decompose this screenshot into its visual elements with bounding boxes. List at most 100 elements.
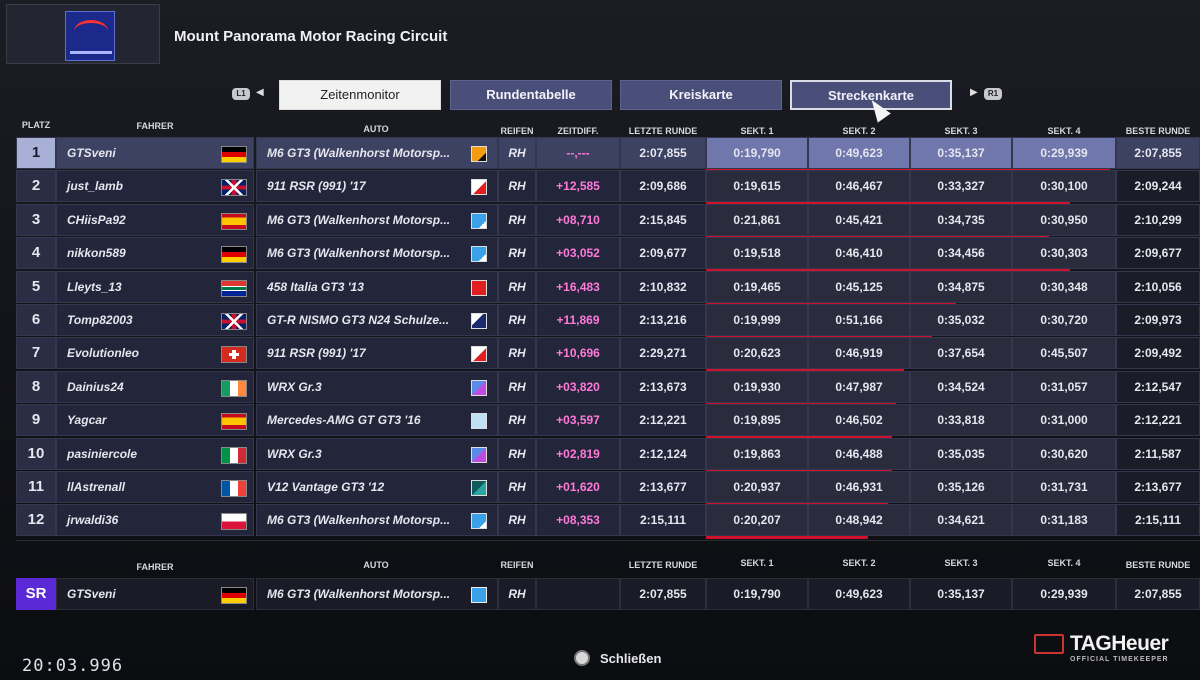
r1-button-icon[interactable]: R1: [984, 88, 1002, 100]
best-lap-cell: 2:09,244: [1116, 170, 1200, 203]
table-row[interactable]: 9 Yagcar Mercedes-AMG GT GT3 '16 RH +03,597 2…: [16, 404, 1200, 440]
track-logo-icon: [65, 11, 115, 61]
best-lap: 2:12,547: [1134, 379, 1182, 394]
player-header-sekt-2: SEKT. 2: [842, 558, 876, 568]
last-lap-cell: 2:13,216: [620, 304, 706, 336]
player-sector-2: 0:49,623: [808, 578, 910, 610]
table-row[interactable]: 10 pasiniercole WRX Gr.3 RH +02,819 2:12,124 0…: [16, 437, 1200, 473]
sector-2: 0:45,421: [835, 212, 883, 227]
sector-1-cell: 0:19,518: [706, 237, 808, 270]
close-button[interactable]: Schließen: [574, 650, 694, 668]
position: 7: [31, 344, 41, 362]
sector-3: 0:34,456: [937, 246, 985, 261]
sector-4: 0:30,950: [1040, 212, 1088, 227]
tyre: RH: [508, 346, 526, 361]
flag-de-icon: [221, 146, 247, 163]
sector-3: 0:33,818: [937, 413, 985, 428]
last-lap: 2:09,677: [639, 246, 687, 261]
sector-4: 0:29,939: [1040, 146, 1088, 160]
car-name: 911 RSR (991) '17: [267, 179, 366, 194]
position-cell: 8: [16, 370, 56, 403]
sector-4-cell: 0:30,720: [1012, 304, 1116, 336]
table-row[interactable]: 6 Tomp82003 GT-R NISMO GT3 N24 Schulze... R…: [16, 304, 1200, 339]
header-sekt-2: SEKT. 2: [842, 126, 876, 136]
table-row[interactable]: 11 llAstrenall V12 Vantage GT3 '12 RH +01,62…: [16, 471, 1200, 506]
sector-1-cell: 0:20,623: [706, 337, 808, 370]
tyre-cell: RH: [498, 337, 536, 370]
car-name: M6 GT3 (Walkenhorst Motorsp...: [267, 513, 451, 528]
car-color-icon: [471, 179, 487, 196]
sector-2-cell: 0:46,502: [808, 404, 910, 437]
tyre-cell: RH: [498, 170, 536, 203]
car-color-icon: [471, 346, 487, 363]
tab-zeitenmonitor[interactable]: Zeitenmonitor: [279, 80, 441, 110]
sector-4-cell: 0:45,507: [1012, 337, 1116, 370]
position: 8: [31, 377, 41, 395]
tyre-cell: RH: [498, 137, 536, 169]
sector-4-cell: 0:30,100: [1012, 170, 1116, 203]
tab-streckenkarte[interactable]: Streckenkarte: [790, 80, 952, 110]
table-row[interactable]: 12 jrwaldi36 M6 GT3 (Walkenhorst Motorsp..…: [16, 504, 1200, 540]
gap: +02,819: [556, 446, 600, 461]
table-row[interactable]: 1 GTSveni M6 GT3 (Walkenhorst Motorsp... RH…: [16, 137, 1200, 172]
sector-2: 0:46,410: [835, 246, 883, 261]
tab-kreiskarte[interactable]: Kreiskarte: [620, 80, 782, 110]
tyre: RH: [508, 179, 526, 194]
car-name: 911 RSR (991) '17: [267, 346, 366, 361]
gap: --,---: [566, 146, 590, 160]
position: 10: [27, 444, 45, 462]
driver-name-cell: GTSveni: [56, 137, 254, 169]
position: 2: [31, 177, 41, 195]
sector-1: 0:19,465: [733, 279, 781, 294]
gap-cell: +02,819: [536, 437, 620, 470]
best-lap: 2:12,221: [1134, 413, 1182, 428]
sector-4: 0:31,183: [1040, 513, 1088, 528]
best-lap: 2:09,492: [1134, 346, 1182, 361]
last-lap: 2:13,677: [639, 480, 687, 494]
sector-1: 0:19,790: [733, 146, 781, 160]
driver-name-cell: just_lamb: [56, 170, 254, 203]
sector-1: 0:19,615: [733, 179, 781, 194]
tyre-cell: RH: [498, 504, 536, 537]
sector-3-cell: 0:34,875: [910, 270, 1012, 303]
best-lap-cell: 2:11,587: [1116, 437, 1200, 470]
position-cell: 5: [16, 270, 56, 303]
driver-name: just_lamb: [67, 179, 124, 194]
tyre: RH: [508, 212, 526, 227]
gap-cell: +12,585: [536, 170, 620, 203]
flag-es-icon: [221, 212, 247, 230]
car-name-cell: GT-R NISMO GT3 N24 Schulze...: [256, 304, 498, 336]
sector-1: 0:19,999: [733, 313, 781, 327]
best-lap-cell: 2:09,677: [1116, 237, 1200, 270]
best-lap: 2:11,587: [1134, 446, 1182, 461]
table-row[interactable]: 8 Dainius24 WRX Gr.3 RH +03,820 2:13,673 0:19,…: [16, 370, 1200, 406]
driver-name-cell: Evolutionleo: [56, 337, 254, 370]
player-last-lap: 2:07,855: [620, 578, 706, 610]
sector-2: 0:47,987: [835, 379, 883, 394]
car-name: M6 GT3 (Walkenhorst Motorsp...: [267, 246, 451, 261]
table-row[interactable]: 2 just_lamb 911 RSR (991) '17 RH +12,585 2:09…: [16, 170, 1200, 206]
table-row[interactable]: 5 Lleyts_13 458 Italia GT3 '13 RH +16,483 2:1…: [16, 270, 1200, 306]
tyre: RH: [508, 379, 526, 394]
best-lap-cell: 2:09,492: [1116, 337, 1200, 370]
sector-3: 0:37,654: [937, 346, 985, 361]
table-row[interactable]: 4 nikkon589 M6 GT3 (Walkenhorst Motorsp...…: [16, 237, 1200, 273]
car-color-icon: [471, 279, 487, 296]
best-lap: 2:09,244: [1134, 179, 1182, 194]
last-lap: 2:13,673: [639, 379, 687, 394]
car-color-icon: [471, 513, 487, 530]
driver-name: llAstrenall: [67, 480, 126, 494]
table-row[interactable]: 3 CHiisPa92 M6 GT3 (Walkenhorst Motorsp...…: [16, 203, 1200, 239]
tab-rundentabelle[interactable]: Rundentabelle: [450, 80, 612, 110]
best-lap: 2:10,299: [1134, 212, 1182, 227]
l1-button-icon[interactable]: L1: [232, 88, 250, 100]
last-lap: 2:09,686: [639, 179, 687, 194]
gap-cell: +08,710: [536, 203, 620, 236]
best-lap-cell: 2:10,299: [1116, 203, 1200, 236]
table-row[interactable]: 7 Evolutionleo 911 RSR (991) '17 RH +10,696 2…: [16, 337, 1200, 373]
track-logo-panel: [6, 4, 160, 64]
tyre-cell: RH: [498, 471, 536, 503]
sector-1-cell: 0:19,465: [706, 270, 808, 303]
sector-3-cell: 0:34,735: [910, 203, 1012, 236]
position: 6: [31, 311, 41, 328]
